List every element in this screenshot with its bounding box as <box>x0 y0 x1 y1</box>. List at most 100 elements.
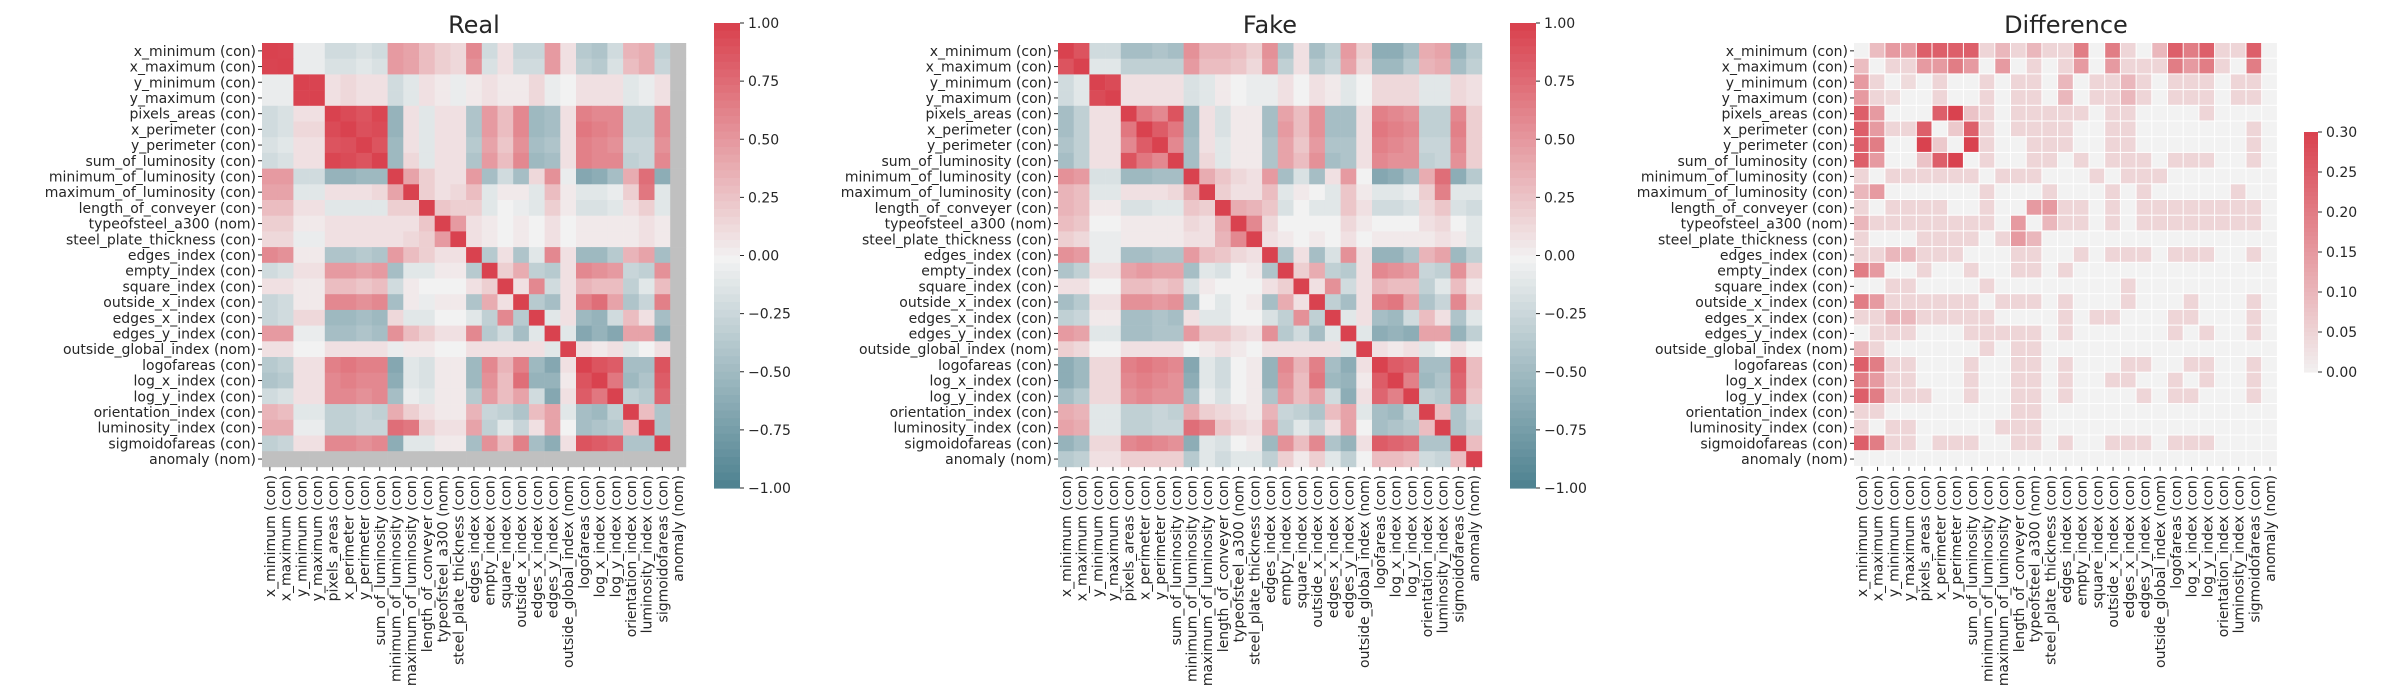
heatmap-cell <box>1058 435 1074 452</box>
heatmap-cell <box>2105 309 2120 325</box>
heatmap-cell <box>1152 231 1169 248</box>
heatmap-cell <box>1309 372 1326 389</box>
heatmap-cell <box>1885 90 1901 105</box>
heatmap-cell <box>1419 435 1436 452</box>
heatmap-cell <box>2105 168 2120 184</box>
heatmap-cell <box>1948 231 1963 247</box>
heatmap-cell <box>356 231 373 248</box>
colorbar-segment <box>1510 278 1536 288</box>
heatmap-cell <box>1979 341 1995 356</box>
heatmap-cell <box>623 105 640 122</box>
heatmap-cell <box>1136 184 1153 201</box>
heatmap-cell <box>1356 451 1373 468</box>
heatmap-cell <box>1450 451 1467 468</box>
heatmap-cell <box>2262 90 2277 105</box>
heatmap-cell <box>670 404 687 421</box>
heatmap-cell <box>1199 404 1216 421</box>
heatmap-cell <box>1403 105 1420 122</box>
heatmap-cell <box>2152 137 2167 152</box>
heatmap-cell <box>1869 294 1885 309</box>
heatmap-cell <box>1136 121 1153 138</box>
heatmap-cell <box>277 451 294 468</box>
heatmap-cell <box>1854 200 1869 215</box>
heatmap-cell <box>1183 74 1200 91</box>
heatmap-cell <box>324 451 341 468</box>
heatmap-cell <box>623 184 640 201</box>
heatmap-cell <box>670 137 687 154</box>
heatmap-cell <box>560 278 577 295</box>
heatmap-cell <box>2183 105 2199 121</box>
heatmap-cell <box>544 278 561 295</box>
heatmap-cell <box>2089 404 2105 419</box>
heatmap-cell <box>2199 121 2215 137</box>
colorbar-segment <box>1510 325 1536 334</box>
heatmap-cell <box>2152 372 2167 388</box>
heatmap-cell <box>1979 121 1995 137</box>
heatmap-cell <box>528 262 545 279</box>
colorbar-segment <box>714 317 740 326</box>
x-tick-label: steel_plate_thickness (con) <box>2043 475 2059 665</box>
colorbar-tick-label: −1.00 <box>748 481 791 497</box>
heatmap-cell <box>1230 231 1247 248</box>
y-tick-label: y_perimeter (con) <box>131 138 256 154</box>
heatmap-cell <box>623 388 640 405</box>
heatmap-cell <box>450 74 467 91</box>
heatmap-cell <box>2073 325 2089 341</box>
heatmap-cell <box>2215 325 2230 341</box>
heatmap-cells <box>1854 43 2277 466</box>
heatmap-cell <box>2105 137 2120 152</box>
heatmap-cell <box>466 357 483 373</box>
heatmap-cell <box>1885 388 1901 404</box>
heatmap-cell <box>1995 121 2010 137</box>
heatmap-cell <box>1340 231 1357 248</box>
heatmap-cell <box>340 215 357 232</box>
heatmap-cell <box>1262 58 1279 75</box>
heatmap-cell <box>419 215 435 232</box>
heatmap-cell <box>1434 341 1451 358</box>
heatmap-cell <box>2120 58 2136 74</box>
heatmap-cell <box>2199 168 2215 184</box>
x-tick-label: length_of_conveyer (con) <box>2012 475 2028 652</box>
heatmap-cell <box>340 58 357 75</box>
heatmap-cell <box>1869 137 1885 152</box>
heatmap-cell <box>1120 435 1137 452</box>
heatmap-cell <box>560 231 577 248</box>
heatmap-cell <box>1995 137 2010 152</box>
heatmap-cell <box>654 43 671 59</box>
heatmap-cell <box>1324 419 1341 436</box>
heatmap-cell <box>1089 278 1106 295</box>
heatmap-cell <box>623 58 640 75</box>
heatmap-cell <box>1979 168 1995 184</box>
heatmap-cell <box>560 435 577 452</box>
heatmap-cell <box>309 74 326 91</box>
heatmap-cell <box>1105 309 1122 326</box>
heatmap-cell <box>513 215 530 232</box>
heatmap-cell <box>2230 372 2246 388</box>
colorbar-segment <box>714 340 740 350</box>
heatmap-cell <box>419 43 435 59</box>
heatmap-cell <box>387 215 404 232</box>
heatmap-cell <box>1340 105 1357 122</box>
heatmap-cell <box>2089 184 2105 199</box>
colorbar-segment <box>1510 77 1536 86</box>
heatmap-cell <box>591 341 608 358</box>
heatmap-cell <box>1340 325 1357 342</box>
heatmap-cell <box>2262 105 2277 121</box>
heatmap-cell <box>1434 137 1451 154</box>
heatmap-cell <box>466 74 483 91</box>
heatmap-cell <box>1963 90 1979 105</box>
heatmap-cell <box>2073 247 2089 262</box>
heatmap-cell <box>1979 357 1995 372</box>
heatmap-cell <box>1215 168 1231 185</box>
colorbar-segment <box>714 294 740 303</box>
heatmap-cell <box>450 419 467 436</box>
heatmap-cell <box>2183 247 2199 262</box>
heatmap-cell <box>1932 168 1948 184</box>
heatmap-cell <box>1105 419 1122 436</box>
heatmap-cell <box>1419 309 1436 326</box>
heatmap-cell <box>1183 404 1200 421</box>
heatmap-cell <box>466 451 483 468</box>
heatmap-cell <box>1340 137 1357 154</box>
heatmap-cell <box>2089 419 2105 435</box>
